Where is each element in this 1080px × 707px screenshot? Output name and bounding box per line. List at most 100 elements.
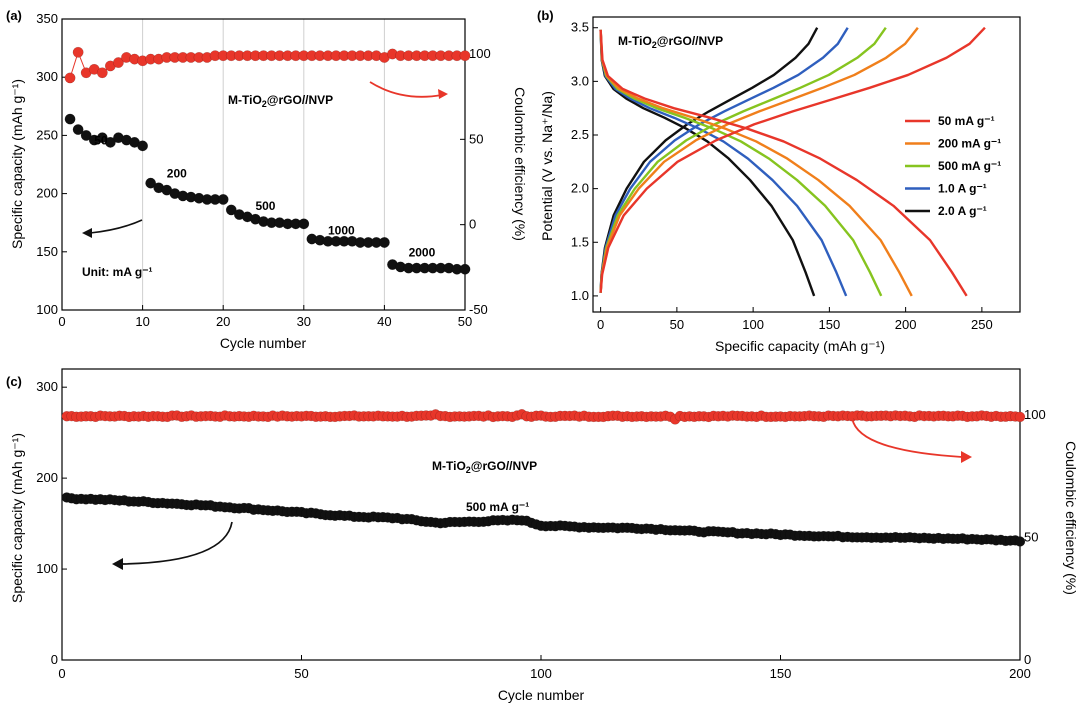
panel-a-efficiency-point	[459, 50, 471, 62]
panel-a-y-tick-label: 150	[36, 244, 58, 259]
panel-c-x-tick-label: 200	[1009, 666, 1031, 681]
panel-a-red-arrow-head	[438, 89, 448, 99]
panel-b-frame	[592, 16, 1021, 313]
panel-b-legend-label: 200 mA g⁻¹	[938, 137, 1001, 151]
panel-c-black-arrow-head	[112, 558, 123, 570]
panel-a-capacity-point	[64, 113, 76, 125]
panel-a-capacity-point	[80, 129, 92, 141]
panel-a-red-arrow	[369, 81, 443, 98]
panel-a-x-ticks: 0 10 20 30 40 50	[58, 305, 472, 329]
panel-c-y-tick-label: 300	[36, 379, 58, 394]
panel-b-y-tick-label: 2.0	[571, 181, 589, 196]
panel-a-x-axis-label: Cycle number	[220, 335, 307, 351]
panel-c-right-y-tick-label: 50	[1024, 530, 1038, 545]
panel-b-x-tick-label: 100	[742, 317, 764, 332]
panel-c-right-y-tick-label: 0	[1024, 652, 1031, 667]
panel-a-right-y-axis-label: Coulombic efficiency (%)	[512, 87, 528, 241]
panel-b-x-tick-label: 200	[895, 317, 917, 332]
panel-b-legend-label: 500 mA g⁻¹	[938, 159, 1001, 173]
panel-b-charge-curve	[599, 26, 919, 293]
panel-c-red-arrow-head	[961, 451, 972, 463]
panel-a-y-ticks: 100 150 200 250 300 350	[36, 11, 67, 317]
panel-a-rate-label: 50	[94, 134, 108, 148]
panel-b-discharge-curve	[599, 29, 968, 297]
panel-a-capacity-point	[145, 177, 157, 189]
panel-a-x-tick-label: 20	[216, 314, 230, 329]
panel-c-label: (c)	[6, 374, 22, 389]
panel-b-charge-curve	[599, 26, 986, 293]
panel-c-efficiency-point	[1014, 411, 1026, 423]
panel-a-y-axis-label: Specific capacity (mAh g⁻¹)	[9, 79, 25, 249]
panel-a-x-tick-label: 10	[135, 314, 149, 329]
panel-a-frame	[61, 18, 466, 311]
panel-a-capacity-point	[378, 237, 390, 248]
panel-a-capacity-point	[298, 218, 310, 230]
panel-b-y-tick-label: 2.5	[571, 127, 589, 142]
panel-a-y-tick-label: 350	[36, 11, 58, 26]
panel-c-cycling: (c) 0 50 100 150 200 0 100 200 300 0 50 100 Cycle…	[6, 368, 1079, 703]
panel-a-rate-performance: (a) 0 10 20 30 40 50 100 150 200 250 300 350 -50 0 5…	[6, 8, 528, 351]
panel-b-legend-label: 2.0 A g⁻¹	[938, 204, 987, 218]
panel-c-y-tick-label: 100	[36, 561, 58, 576]
panel-a-efficiency-point	[96, 67, 108, 79]
panel-a-y-tick-label: 250	[36, 127, 58, 142]
panel-c-right-y-ticks: 0 50 100	[1015, 407, 1046, 667]
panel-b-x-tick-label: 0	[597, 317, 604, 332]
panel-c-y-tick-label: 200	[36, 470, 58, 485]
panel-b-y-tick-label: 3.0	[571, 73, 589, 88]
panel-a-y-tick-label: 300	[36, 69, 58, 84]
panel-a-capacity-point	[459, 263, 471, 275]
panel-b-label: (b)	[537, 8, 554, 23]
panel-a-x-tick-label: 30	[297, 314, 311, 329]
panel-a-unit-label: Unit: mA g⁻¹	[82, 265, 153, 279]
panel-b-material-label: M-TiO2@rGO//NVP	[618, 34, 723, 50]
panel-a-efficiency-point	[64, 72, 76, 84]
panel-a-right-y-tick-label: -50	[469, 302, 488, 317]
panel-b-charge-curve	[599, 27, 819, 293]
panel-b-charge-curve	[599, 27, 849, 293]
panel-a-label: (a)	[6, 8, 22, 23]
panel-a-right-y-tick-label: 0	[469, 217, 476, 232]
panel-c-data-points	[61, 409, 1026, 547]
panel-a-right-y-tick-label: 50	[469, 131, 483, 146]
panel-b-legend-label: 50 mA g⁻¹	[938, 114, 995, 128]
panel-c-right-y-tick-label: 100	[1024, 407, 1046, 422]
panel-a-rate-label: 1000	[328, 223, 355, 237]
panel-a-black-arrow-head	[82, 228, 92, 238]
panel-a-x-tick-label: 40	[377, 314, 391, 329]
panel-a-y-tick-label: 100	[36, 302, 58, 317]
panel-b-x-ticks: 0 50 100 150 200 250	[597, 307, 993, 332]
panel-a-efficiency-point	[72, 46, 84, 58]
panel-b-y-axis-label: Potential (V vs. Na⁺/Na)	[539, 91, 555, 241]
panel-a-gridlines	[142, 19, 385, 310]
panel-c-x-tick-label: 0	[58, 666, 65, 681]
panel-a-right-y-tick-label: 100	[469, 46, 491, 61]
panel-a-capacity-point	[104, 136, 116, 148]
panel-b-legend: 50 mA g⁻¹ 200 mA g⁻¹ 500 mA g⁻¹ 1.0 A g⁻¹ 2.…	[905, 114, 1001, 218]
panel-c-y-axis-label: Specific capacity (mAh g⁻¹)	[9, 433, 25, 603]
panel-a-rate-label: 200	[167, 166, 187, 180]
panel-c-right-y-axis-label: Coulombic efficiency (%)	[1063, 441, 1079, 595]
panel-a-y-tick-label: 200	[36, 186, 58, 201]
panel-a-capacity-point	[225, 204, 237, 216]
panel-a-capacity-point	[96, 132, 108, 144]
panel-b-x-axis-label: Specific capacity (mAh g⁻¹)	[715, 338, 885, 354]
panel-c-x-tick-label: 100	[530, 666, 552, 681]
panel-b-discharge-curve	[599, 29, 848, 297]
panel-c-y-ticks: 0 100 200 300	[36, 379, 67, 667]
panel-b-curves	[599, 26, 986, 297]
panel-a-right-y-ticks: -50 0 50 100	[460, 46, 491, 317]
panel-b-y-tick-label: 1.5	[571, 234, 589, 249]
panel-c-x-axis-label: Cycle number	[498, 687, 585, 703]
panel-c-black-arrow	[121, 521, 233, 565]
panel-a-capacity-point	[137, 140, 149, 152]
panel-c-x-tick-label: 50	[294, 666, 308, 681]
panel-a-material-label: M-TiO2@rGO//NVP	[228, 93, 333, 109]
panel-c-capacity-point	[1014, 536, 1026, 547]
panel-a-rate-label: 500	[255, 199, 275, 213]
panel-b-y-tick-label: 1.0	[571, 288, 589, 303]
panel-a-black-arrow	[89, 219, 143, 234]
panel-c-material-label: M-TiO2@rGO//NVP	[432, 459, 537, 475]
panel-a-data-points	[64, 46, 471, 275]
